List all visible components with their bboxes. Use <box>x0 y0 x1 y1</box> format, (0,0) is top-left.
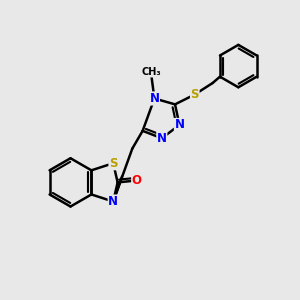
Text: O: O <box>132 174 142 187</box>
Text: N: N <box>174 118 184 131</box>
Text: N: N <box>157 132 167 145</box>
Text: CH₃: CH₃ <box>142 67 161 77</box>
Text: N: N <box>108 195 118 208</box>
Text: S: S <box>190 88 199 101</box>
Text: N: N <box>149 92 159 105</box>
Text: S: S <box>109 157 118 170</box>
